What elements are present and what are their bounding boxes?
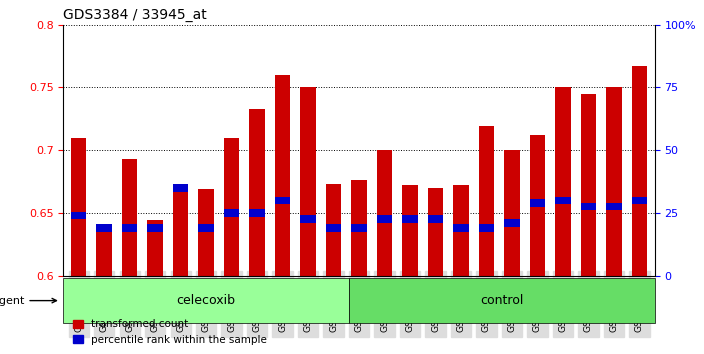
FancyBboxPatch shape [63,278,349,323]
Bar [224,209,239,217]
Bar [504,150,520,275]
Bar [504,219,520,227]
Bar [173,184,188,275]
Bar [224,138,239,275]
Bar [96,232,112,275]
Bar [275,75,290,275]
Text: control: control [480,294,524,307]
Bar [377,215,392,223]
Bar [479,224,494,232]
Text: celecoxib: celecoxib [177,294,236,307]
Bar [71,138,87,275]
Bar [326,224,341,232]
Bar [199,189,214,275]
Text: agent: agent [0,296,56,306]
Bar [147,220,163,275]
Bar [199,224,214,232]
Bar [249,209,265,217]
Bar [71,212,87,219]
Bar [275,196,290,204]
Bar [122,159,137,275]
Bar [631,196,647,204]
Bar [606,87,622,275]
Text: GDS3384 / 33945_at: GDS3384 / 33945_at [63,8,207,22]
Bar [606,203,622,210]
Bar [479,126,494,275]
Bar [428,188,443,275]
Bar [122,224,137,232]
Bar [173,184,188,192]
Bar [351,224,367,232]
Bar [581,203,596,210]
Bar [147,224,163,232]
Bar [326,184,341,275]
Bar [403,215,417,223]
FancyBboxPatch shape [349,278,655,323]
Bar [96,224,112,232]
Bar [581,94,596,275]
Bar [453,224,469,232]
Bar [351,180,367,275]
Bar [530,199,545,207]
Bar [403,185,417,275]
Bar [377,150,392,275]
Legend: transformed count, percentile rank within the sample: transformed count, percentile rank withi… [68,315,272,349]
Bar [301,87,315,275]
Bar [631,66,647,275]
Bar [530,135,545,275]
Bar [249,109,265,275]
Bar [301,215,315,223]
Bar [453,185,469,275]
Bar [555,196,571,204]
Bar [555,87,571,275]
Bar [428,215,443,223]
